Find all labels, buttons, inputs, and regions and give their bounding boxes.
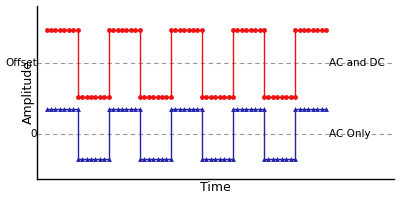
Text: AC and DC: AC and DC — [329, 58, 385, 68]
X-axis label: Time: Time — [200, 181, 231, 194]
Text: AC Only: AC Only — [329, 129, 371, 139]
Text: 0: 0 — [31, 129, 37, 139]
Text: Offset: Offset — [6, 58, 37, 68]
Y-axis label: Amplitude: Amplitude — [22, 60, 34, 124]
